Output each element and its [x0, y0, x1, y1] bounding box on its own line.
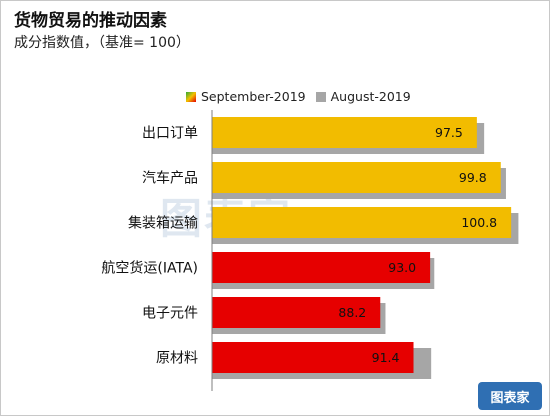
value-label: 97.5: [435, 125, 463, 140]
september-bar: [212, 252, 431, 283]
september-bar: [212, 207, 512, 238]
legend-swatch-august: [315, 91, 326, 102]
value-label: 100.8: [461, 215, 497, 230]
category-label: 集装箱运输: [128, 215, 198, 232]
value-label: 88.2: [338, 305, 366, 320]
september-bar: [212, 342, 414, 373]
legend-label-august: August-2019: [330, 89, 411, 104]
september-bar: [212, 297, 381, 328]
chart-title: 货物贸易的推动因素: [14, 11, 167, 31]
value-label: 93.0: [388, 260, 416, 275]
september-bar: [212, 162, 501, 193]
category-label: 出口订单: [142, 126, 198, 142]
category-label: 电子元件: [142, 306, 198, 322]
september-bar: [212, 117, 477, 148]
value-label: 99.8: [459, 170, 487, 185]
legend-label-september: September-2019: [201, 89, 306, 104]
category-label: 原材料: [156, 351, 198, 367]
category-label: 航空货运(IATA): [101, 260, 198, 277]
legend-swatch-september: [186, 91, 196, 102]
logo-badge: 图表家: [478, 382, 542, 410]
chart-legend: September-2019 August-2019: [186, 89, 411, 104]
chart-subtitle: 成分指数值，（基准= 100）: [14, 35, 190, 51]
category-label: 汽车产品: [142, 170, 198, 187]
value-label: 91.4: [372, 350, 400, 365]
